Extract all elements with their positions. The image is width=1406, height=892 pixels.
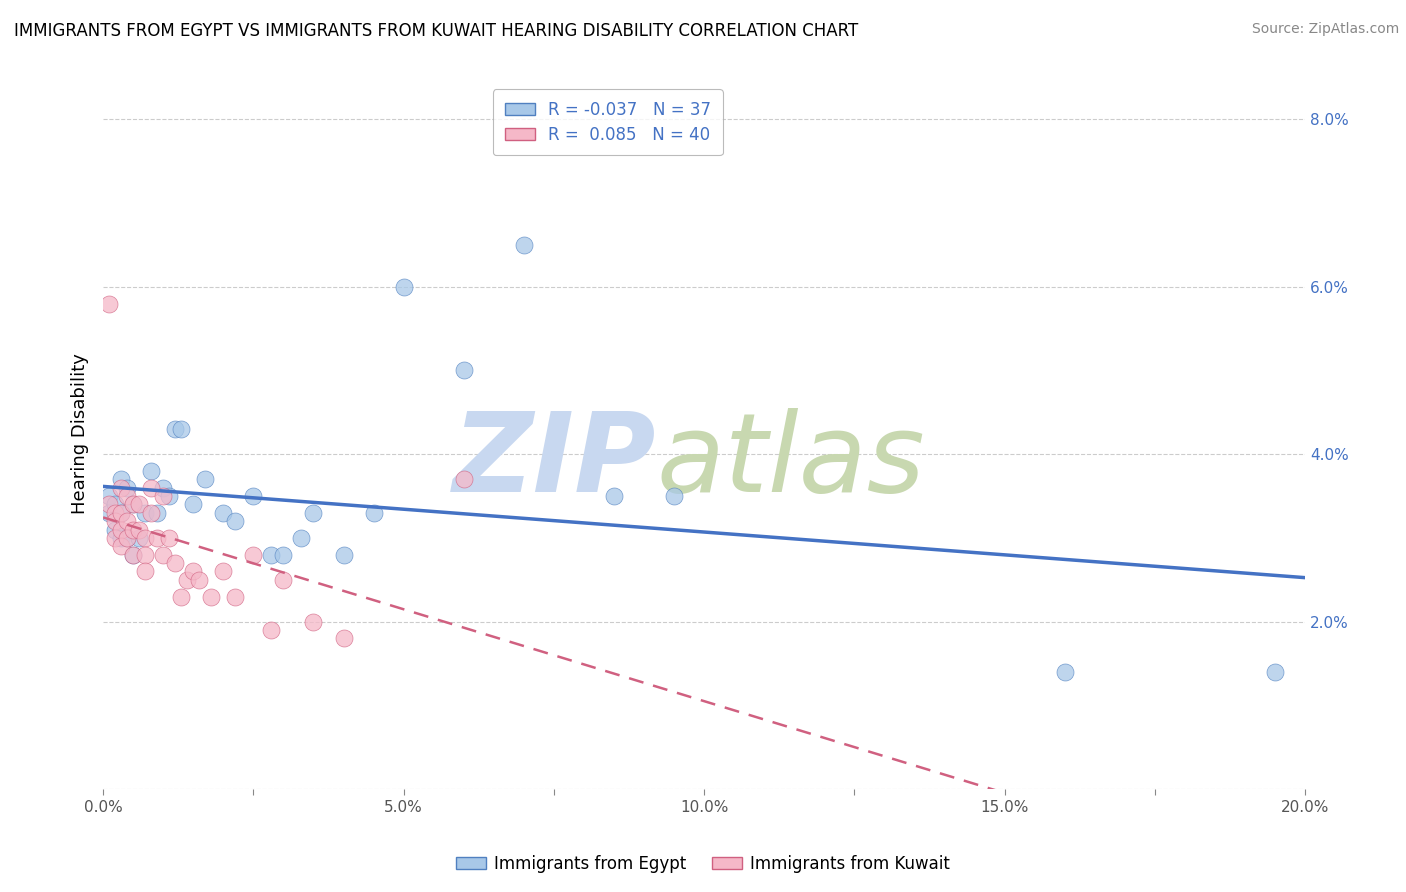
Point	[212, 506, 235, 520]
Point	[110, 523, 132, 537]
Point	[110, 506, 132, 520]
Point	[128, 531, 150, 545]
Point	[302, 615, 325, 629]
Point	[224, 514, 246, 528]
Point	[110, 481, 132, 495]
Point	[122, 523, 145, 537]
Point	[110, 506, 132, 520]
Point	[170, 422, 193, 436]
Point	[141, 506, 163, 520]
Point	[134, 531, 156, 545]
Legend: Immigrants from Egypt, Immigrants from Kuwait: Immigrants from Egypt, Immigrants from K…	[450, 848, 956, 880]
Point	[165, 422, 187, 436]
Point	[141, 464, 163, 478]
Point	[141, 481, 163, 495]
Point	[1053, 665, 1076, 679]
Point	[104, 506, 127, 520]
Point	[122, 498, 145, 512]
Point	[212, 565, 235, 579]
Point	[146, 506, 169, 520]
Point	[1264, 665, 1286, 679]
Point	[242, 548, 264, 562]
Point	[146, 531, 169, 545]
Point	[104, 523, 127, 537]
Point	[290, 531, 312, 545]
Point	[122, 548, 145, 562]
Point	[181, 565, 204, 579]
Point	[115, 481, 138, 495]
Point	[302, 506, 325, 520]
Point	[260, 623, 283, 637]
Y-axis label: Hearing Disability: Hearing Disability	[72, 353, 89, 514]
Point	[453, 363, 475, 377]
Point	[224, 590, 246, 604]
Point	[128, 523, 150, 537]
Point	[662, 489, 685, 503]
Point	[152, 489, 174, 503]
Point	[188, 573, 211, 587]
Point	[104, 531, 127, 545]
Point	[104, 498, 127, 512]
Point	[110, 539, 132, 553]
Text: IMMIGRANTS FROM EGYPT VS IMMIGRANTS FROM KUWAIT HEARING DISABILITY CORRELATION C: IMMIGRANTS FROM EGYPT VS IMMIGRANTS FROM…	[14, 22, 858, 40]
Point	[273, 548, 295, 562]
Point	[157, 531, 180, 545]
Point	[152, 481, 174, 495]
Point	[134, 548, 156, 562]
Text: atlas: atlas	[657, 409, 925, 516]
Point	[363, 506, 385, 520]
Point	[200, 590, 222, 604]
Point	[392, 279, 415, 293]
Point	[110, 472, 132, 486]
Point	[170, 590, 193, 604]
Point	[110, 531, 132, 545]
Point	[98, 498, 121, 512]
Point	[194, 472, 217, 486]
Point	[453, 472, 475, 486]
Point	[181, 498, 204, 512]
Point	[165, 556, 187, 570]
Point	[603, 489, 626, 503]
Point	[332, 548, 354, 562]
Legend: R = -0.037   N = 37, R =  0.085   N = 40: R = -0.037 N = 37, R = 0.085 N = 40	[494, 89, 723, 155]
Point	[115, 489, 138, 503]
Point	[242, 489, 264, 503]
Point	[157, 489, 180, 503]
Point	[152, 548, 174, 562]
Text: ZIP: ZIP	[453, 409, 657, 516]
Point	[513, 238, 536, 252]
Point	[332, 632, 354, 646]
Point	[98, 489, 121, 503]
Point	[128, 498, 150, 512]
Point	[115, 531, 138, 545]
Point	[104, 514, 127, 528]
Point	[98, 506, 121, 520]
Point	[115, 531, 138, 545]
Point	[134, 565, 156, 579]
Text: Source: ZipAtlas.com: Source: ZipAtlas.com	[1251, 22, 1399, 37]
Point	[260, 548, 283, 562]
Point	[134, 506, 156, 520]
Point	[122, 548, 145, 562]
Point	[273, 573, 295, 587]
Point	[98, 296, 121, 310]
Point	[176, 573, 198, 587]
Point	[122, 498, 145, 512]
Point	[115, 514, 138, 528]
